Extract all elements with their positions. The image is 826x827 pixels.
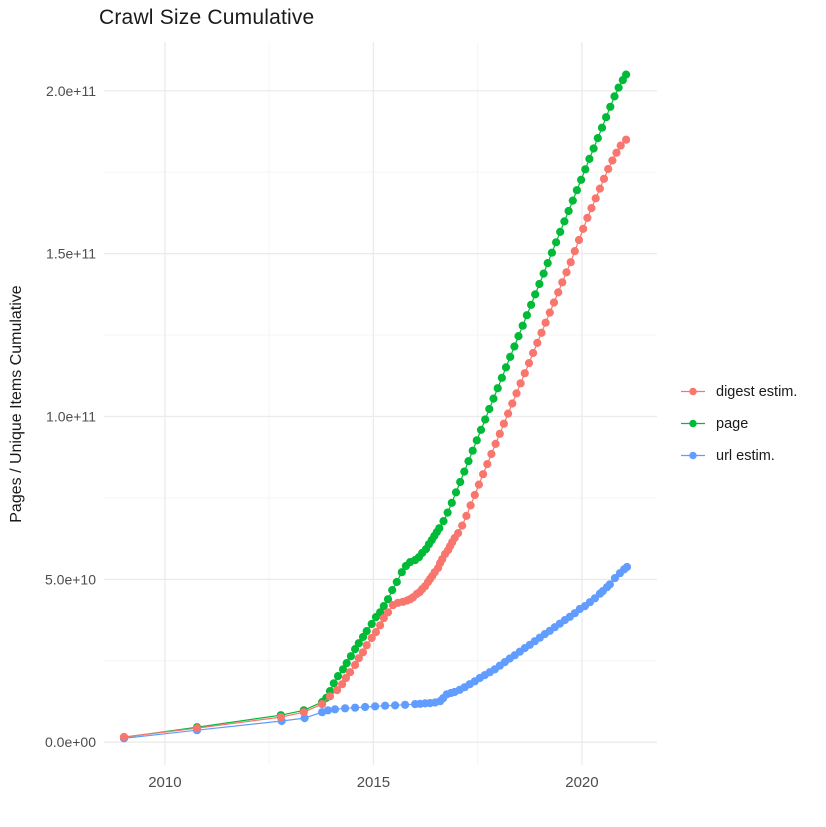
svg-text:1.0e+11: 1.0e+11 [46, 409, 96, 425]
legend-item-page: page [680, 412, 797, 435]
series-page [119, 70, 631, 742]
grid-minor [104, 42, 657, 765]
svg-text:0.0e+00: 0.0e+00 [45, 734, 96, 750]
svg-text:2.0e+11: 2.0e+11 [46, 83, 96, 99]
grid-major [104, 42, 657, 765]
legend-label-page: page [716, 415, 749, 432]
legend-item-digest-estim: digest estim. [680, 380, 797, 403]
svg-text:5.0e+10: 5.0e+10 [45, 571, 96, 587]
x-axis-tick-labels: 2010 2015 2020 [148, 774, 598, 791]
svg-text:2015: 2015 [357, 774, 390, 791]
legend-label-digest-estim: digest estim. [716, 383, 798, 400]
series-digest-estim [119, 135, 631, 742]
legend-key-page-icon [681, 419, 705, 428]
legend-item-url-estim: url estim. [680, 444, 797, 467]
legend-label-url-estim: url estim. [716, 447, 775, 464]
legend-key-digest-estim-icon [681, 387, 705, 396]
svg-text:1.5e+11: 1.5e+11 [46, 246, 96, 262]
chart-title: Crawl Size Cumulative [99, 6, 315, 29]
svg-text:2020: 2020 [565, 774, 598, 791]
svg-text:2010: 2010 [148, 774, 181, 791]
legend: digest estim. page url estim. [680, 380, 797, 467]
legend-key-url-estim-icon [681, 451, 705, 460]
y-axis-tick-labels: 0.0e+00 5.0e+10 1.0e+11 1.5e+11 2.0e+11 [45, 83, 96, 750]
series-url-estim [119, 562, 632, 743]
